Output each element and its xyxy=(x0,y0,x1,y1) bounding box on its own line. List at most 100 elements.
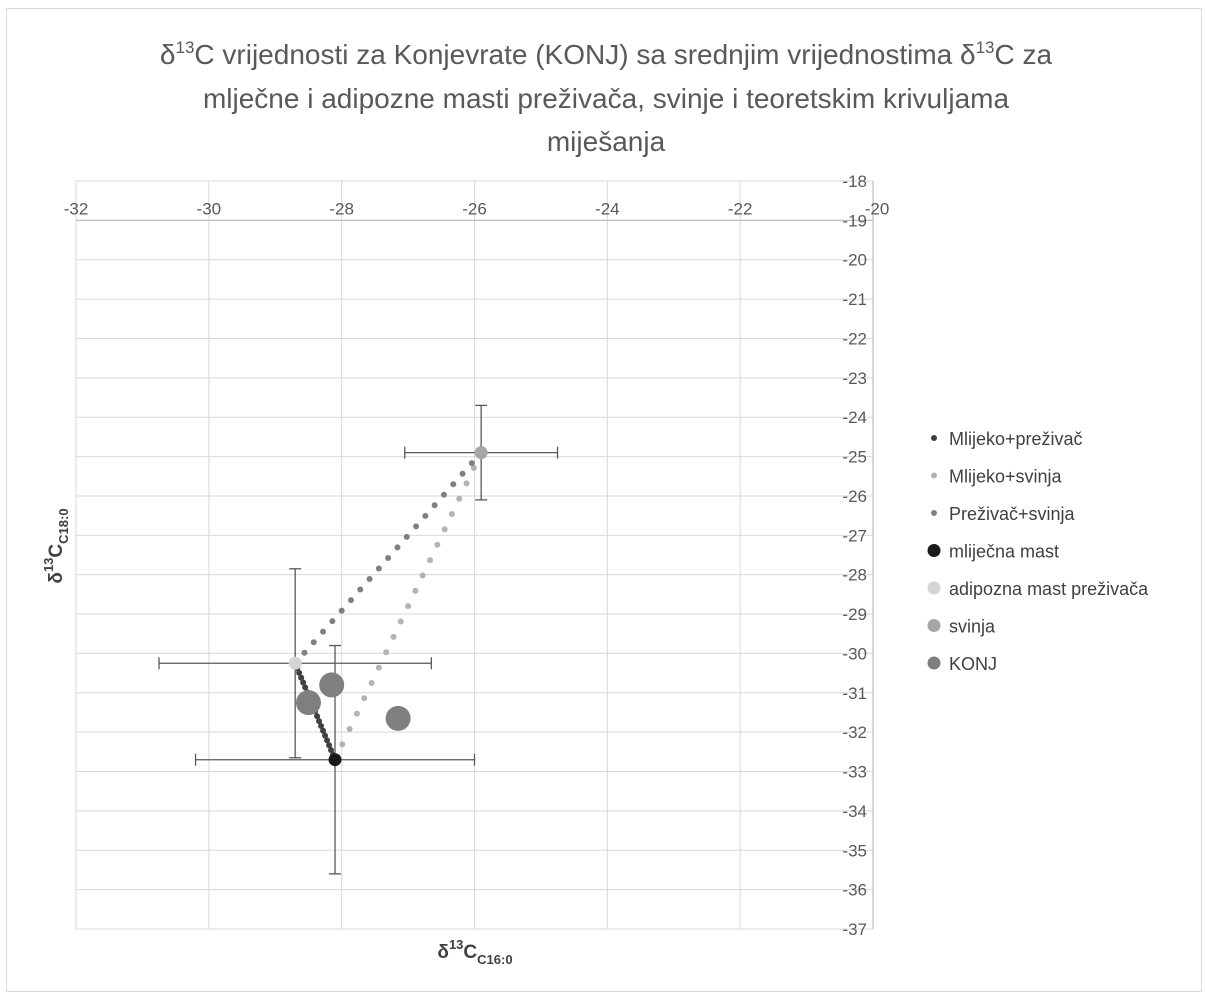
ylabel-sup: 13 xyxy=(41,558,56,572)
xlabel-sup: 13 xyxy=(449,937,463,952)
y-tick-label-18: -36 xyxy=(842,881,867,900)
grid xyxy=(75,180,874,930)
x-tick-label-4: -24 xyxy=(595,199,620,218)
point-svinja xyxy=(474,446,488,460)
mix-point-1-6 xyxy=(322,732,329,739)
mix-point-3-9 xyxy=(366,576,373,583)
chart-title-line-3: miješanja xyxy=(547,126,666,157)
title-1-mid: C vrijednosti za Konjevrate (KONJ) sa sr… xyxy=(194,39,975,70)
point-konj-3 xyxy=(385,705,411,731)
mix-point-2-2 xyxy=(339,741,346,748)
legend-label-2: Mlijeko+svinja xyxy=(949,467,1063,487)
mix-point-3-12 xyxy=(394,544,401,551)
error-bars xyxy=(158,404,559,875)
legend-marker-5 xyxy=(927,581,941,595)
point-konj-2 xyxy=(319,672,345,698)
xlabel-sub: C16:0 xyxy=(477,952,512,967)
axes xyxy=(76,181,874,929)
legend-marker-1 xyxy=(931,435,937,441)
y-axis-title: δ13CC18:0 xyxy=(41,508,71,583)
mix-point-2-13 xyxy=(419,572,426,579)
mix-point-2-8 xyxy=(383,649,390,656)
point-adipozna xyxy=(288,656,302,670)
legend: Mlijeko+preživač Mlijeko+svinja Preživač+s… xyxy=(927,429,1149,674)
y-tick-label-16: -34 xyxy=(842,802,867,821)
mix-point-1-10 xyxy=(314,713,321,720)
mix-point-3-2 xyxy=(301,649,308,656)
mix-point-2-3 xyxy=(346,726,353,733)
mix-point-3-20 xyxy=(468,460,475,467)
chart-title-line-1: δ13C vrijednosti za Konjevrate (KONJ) sa… xyxy=(160,38,1053,70)
mix-point-1-8 xyxy=(318,722,325,729)
y-tick-label-3: -21 xyxy=(842,290,867,309)
x-tick-label-0: -32 xyxy=(64,199,89,218)
mix-point-1-18 xyxy=(298,674,305,681)
y-tick-label-1: -19 xyxy=(842,211,867,230)
legend-label-4: mliječna mast xyxy=(949,542,1059,562)
mix-point-3-16 xyxy=(431,502,438,509)
mix-point-2-16 xyxy=(441,526,448,533)
y-tick-label-2: -20 xyxy=(842,251,867,270)
mix-point-3-14 xyxy=(413,523,420,530)
mix-point-1-9 xyxy=(316,718,323,725)
mix-point-3-3 xyxy=(310,639,317,646)
mix-point-2-12 xyxy=(412,587,419,594)
legend-label-6: svinja xyxy=(949,617,996,637)
mix-point-2-19 xyxy=(463,480,470,487)
legend-label-7: KONJ xyxy=(949,654,997,674)
point-mlijecna xyxy=(328,753,342,767)
mix-point-3-15 xyxy=(422,512,429,519)
title-1-post: C za xyxy=(995,39,1053,70)
mix-point-2-7 xyxy=(375,664,382,671)
ylabel-c: C xyxy=(46,544,67,558)
chart-title-line-2: mlječne i adipozne masti preživača, svin… xyxy=(203,83,1010,114)
mix-point-2-9 xyxy=(390,633,397,640)
mix-point-1-4 xyxy=(326,742,333,749)
mix-point-3-17 xyxy=(440,491,447,498)
mix-point-1-5 xyxy=(324,737,331,744)
y-tick-label-12: -30 xyxy=(842,644,867,663)
mix-point-3-19 xyxy=(459,470,466,477)
mix-point-1-3 xyxy=(328,747,335,754)
y-tick-label-7: -25 xyxy=(842,448,867,467)
data-points xyxy=(288,446,488,767)
legend-marker-3 xyxy=(931,510,937,516)
legend-marker-4 xyxy=(927,544,941,557)
y-tick-label-10: -28 xyxy=(842,566,867,585)
x-tick-labels: -32 -30 -28 -26 -24 -22 -20 xyxy=(64,199,890,218)
mix-point-2-14 xyxy=(427,557,434,564)
xlabel-main: δ xyxy=(437,942,449,963)
legend-label-5: adipozna mast preživača xyxy=(949,579,1149,599)
mix-point-1-17 xyxy=(300,679,307,686)
xlabel-c: C xyxy=(463,942,477,963)
mixing-curves xyxy=(292,449,485,763)
ylabel-main: δ xyxy=(46,572,67,584)
mix-point-2-6 xyxy=(368,679,375,686)
mix-point-3-5 xyxy=(329,618,336,625)
ylabel-sub: C18:0 xyxy=(56,508,71,543)
mix-point-3-13 xyxy=(403,533,410,540)
y-tick-label-11: -29 xyxy=(842,605,867,624)
legend-marker-6 xyxy=(927,619,941,632)
title-1-pre: δ xyxy=(160,39,176,70)
mix-point-3-10 xyxy=(375,565,382,572)
y-tick-label-19: -37 xyxy=(842,920,867,939)
legend-marker-7 xyxy=(927,656,941,670)
y-tick-label-17: -35 xyxy=(842,841,867,860)
y-tick-label-13: -31 xyxy=(842,684,867,703)
x-axis-title: δ13CC16:0 xyxy=(437,937,512,967)
mix-point-3-6 xyxy=(338,607,345,614)
mix-point-2-5 xyxy=(361,695,368,702)
mix-point-2-18 xyxy=(456,495,463,502)
mix-point-2-10 xyxy=(397,618,404,625)
y-tick-labels: -18 -19 -20 -21 -22 -23 -24 -25 -26 -27 -28 -29 -30 -… xyxy=(842,172,867,939)
y-tick-label-14: -32 xyxy=(842,723,867,742)
y-tick-label-4: -22 xyxy=(842,329,867,348)
mix-point-3-11 xyxy=(385,554,392,561)
mix-point-1-7 xyxy=(320,727,327,734)
x-tick-label-6: -20 xyxy=(865,199,890,218)
y-tick-label-5: -23 xyxy=(842,369,867,388)
mix-point-2-20 xyxy=(470,464,477,471)
